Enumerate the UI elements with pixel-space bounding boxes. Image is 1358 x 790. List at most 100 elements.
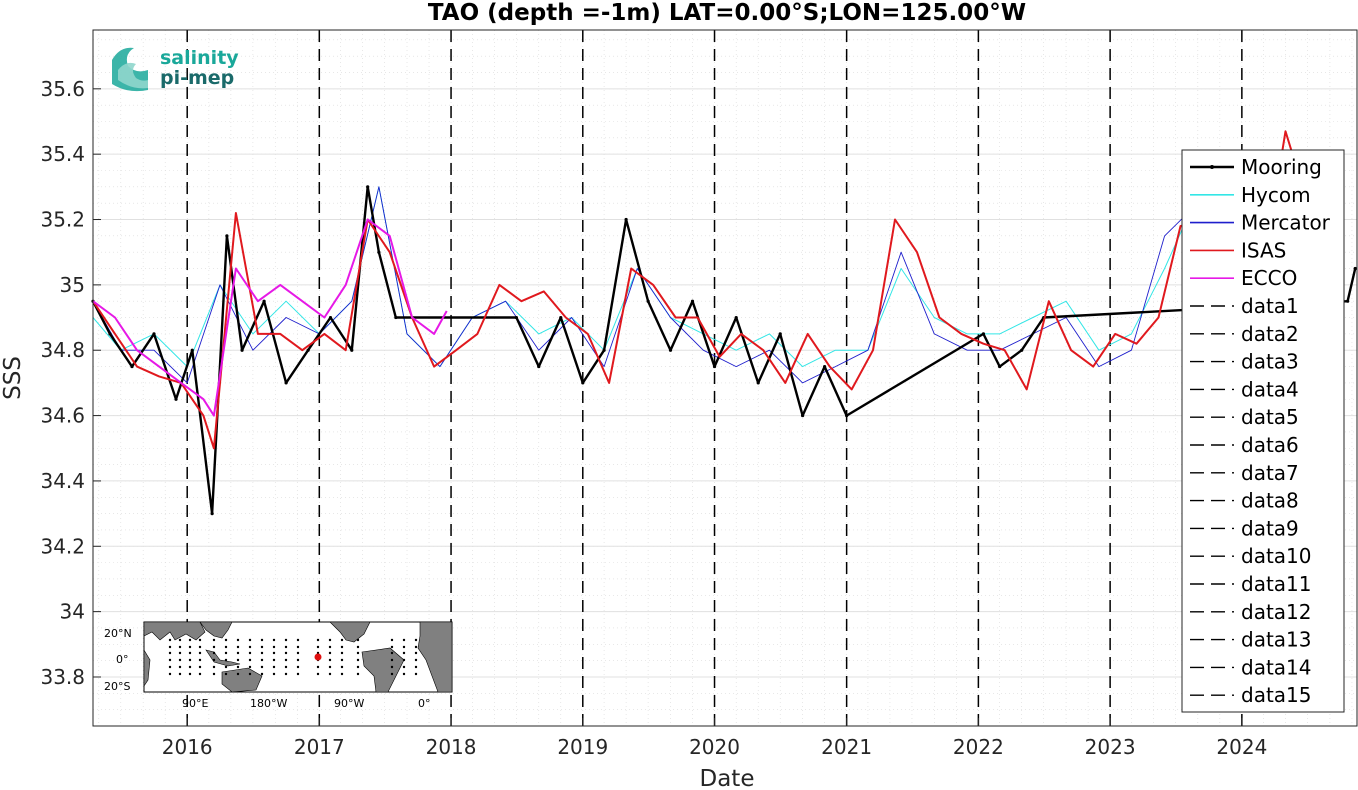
map-mooring-dot bbox=[340, 672, 344, 676]
y-tick-label: 34.4 bbox=[40, 469, 85, 493]
map-mooring-dot bbox=[248, 672, 252, 676]
map-land-africa-east bbox=[417, 621, 453, 693]
map-mooring-dot bbox=[390, 672, 394, 676]
map-mooring-dot bbox=[224, 665, 228, 669]
map-mooring-dot bbox=[402, 638, 406, 642]
map-mooring-dot bbox=[260, 651, 264, 655]
x-tick-label: 2022 bbox=[953, 735, 1004, 759]
map-lon-label-90e: 90°E bbox=[182, 697, 208, 710]
mooring-point bbox=[559, 315, 563, 320]
map-mooring-dot bbox=[356, 672, 360, 676]
map-mooring-dot bbox=[168, 665, 172, 669]
map-mooring-dot bbox=[296, 658, 300, 662]
mooring-point bbox=[108, 332, 112, 336]
map-selected-mooring-marker bbox=[314, 653, 322, 661]
map-mooring-dot bbox=[224, 645, 228, 649]
map-lat-label-20s: 20°S bbox=[104, 680, 130, 693]
map-mooring-dot bbox=[260, 658, 264, 662]
mooring-point bbox=[190, 348, 194, 352]
legend-label: data12 bbox=[1241, 600, 1312, 624]
legend-label: data13 bbox=[1241, 628, 1312, 652]
map-mooring-dot bbox=[284, 658, 288, 662]
salinity-pi-mep-logo: salinity pi-mep bbox=[112, 47, 239, 92]
map-mooring-dot bbox=[340, 645, 344, 649]
y-tick-label: 35 bbox=[60, 273, 85, 297]
mooring-point bbox=[981, 332, 986, 336]
map-mooring-dot bbox=[168, 638, 172, 642]
y-axis-label: SSS bbox=[0, 356, 26, 400]
map-mooring-dot bbox=[224, 638, 228, 642]
map-mooring-dot bbox=[178, 658, 182, 662]
map-mooring-dot bbox=[188, 665, 192, 669]
legend-label: data9 bbox=[1241, 516, 1299, 540]
y-tick-label: 35.6 bbox=[40, 77, 85, 101]
legend-label: data2 bbox=[1241, 322, 1299, 346]
map-mooring-dot bbox=[328, 665, 332, 669]
map-mooring-dot bbox=[224, 658, 228, 662]
map-mooring-dot bbox=[390, 658, 394, 662]
mooring-point bbox=[394, 315, 398, 320]
series-line-ecco bbox=[92, 218, 448, 417]
map-mooring-dot bbox=[402, 651, 406, 655]
mooring-point bbox=[225, 234, 229, 238]
map-mooring-dot bbox=[188, 645, 192, 649]
map-mooring-dot bbox=[248, 665, 252, 669]
map-mooring-dot bbox=[236, 658, 240, 662]
map-land-south-america bbox=[361, 647, 405, 693]
map-mooring-dot bbox=[188, 672, 192, 676]
logo-wave-icon-2 bbox=[118, 62, 148, 89]
map-mooring-dot bbox=[414, 651, 418, 655]
mooring-point bbox=[646, 299, 650, 303]
map-lon-label-0: 0° bbox=[418, 697, 431, 710]
map-mooring-dot bbox=[402, 665, 406, 669]
x-tick-label: 2020 bbox=[689, 735, 740, 759]
map-mooring-dot bbox=[284, 651, 288, 655]
map-mooring-dot bbox=[340, 658, 344, 662]
map-mooring-dot bbox=[248, 658, 252, 662]
map-mooring-dot bbox=[356, 638, 360, 642]
series-line-isas bbox=[92, 130, 1314, 450]
legend-label: data10 bbox=[1241, 544, 1312, 568]
legend-label: data14 bbox=[1241, 655, 1312, 679]
logo-line-1: salinity bbox=[160, 47, 239, 69]
map-mooring-dot bbox=[356, 645, 360, 649]
map-mooring-dot bbox=[260, 665, 264, 669]
map-mooring-dot bbox=[236, 645, 240, 649]
map-mooring-dot bbox=[236, 651, 240, 655]
map-mooring-dot bbox=[272, 658, 276, 662]
map-mooring-dot bbox=[212, 645, 216, 649]
map-mooring-dot bbox=[236, 665, 240, 669]
map-mooring-dot bbox=[236, 638, 240, 642]
map-mooring-dot bbox=[316, 665, 320, 669]
inset-location-map: 20°N 0° 20°S 90°E 180°W 90°W 0° bbox=[104, 621, 453, 710]
mooring-point bbox=[210, 512, 214, 516]
map-mooring-dot bbox=[414, 658, 418, 662]
x-tick-label: 2016 bbox=[162, 735, 213, 759]
map-mooring-dot bbox=[296, 665, 300, 669]
mooring-point bbox=[756, 381, 760, 385]
x-tick-label: 2018 bbox=[426, 735, 477, 759]
y-tick-label: 34.6 bbox=[40, 404, 85, 428]
map-mooring-dot bbox=[284, 665, 288, 669]
x-tick-label: 2024 bbox=[1216, 735, 1267, 759]
map-mooring-dot bbox=[248, 638, 252, 642]
map-mooring-dot bbox=[356, 651, 360, 655]
map-mooring-dot bbox=[198, 672, 202, 676]
map-mooring-dot bbox=[212, 658, 216, 662]
map-mooring-dot bbox=[178, 645, 182, 649]
map-mooring-dot bbox=[212, 651, 216, 655]
map-mooring-dot bbox=[328, 645, 332, 649]
y-axis-ticks: 33.8 34 34.2 34.4 34.6 34.8 35 35.2 35.4 35.6 bbox=[40, 77, 101, 689]
mooring-point bbox=[712, 364, 717, 369]
mooring-point bbox=[602, 348, 606, 352]
map-mooring-dot bbox=[212, 672, 216, 676]
legend-label: data15 bbox=[1241, 683, 1312, 707]
map-mooring-dot bbox=[340, 665, 344, 669]
legend-label: Mooring bbox=[1241, 155, 1322, 179]
legend-label: ISAS bbox=[1241, 238, 1286, 262]
year-boundary-lines bbox=[186, 30, 1243, 726]
map-mooring-dot bbox=[402, 658, 406, 662]
map-lon-label-180w: 180°W bbox=[250, 697, 287, 710]
map-mooring-dot bbox=[260, 672, 264, 676]
map-mooring-dot bbox=[328, 672, 332, 676]
